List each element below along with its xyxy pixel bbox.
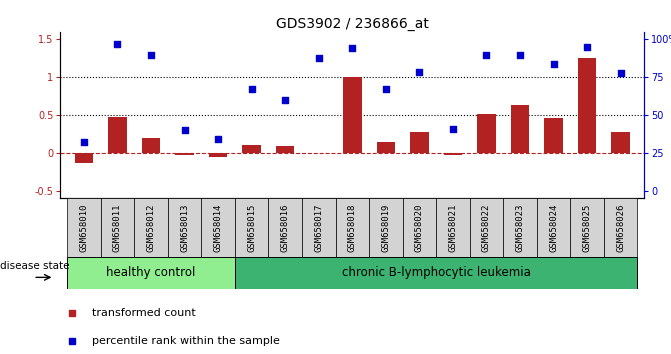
- Bar: [74, 153, 93, 163]
- Point: [313, 56, 324, 61]
- Text: percentile rank within the sample: percentile rank within the sample: [93, 336, 280, 346]
- Text: GSM658010: GSM658010: [79, 203, 89, 252]
- Text: GSM658015: GSM658015: [247, 203, 256, 252]
- Bar: [410, 132, 429, 153]
- Bar: [175, 153, 194, 155]
- Text: GSM658013: GSM658013: [180, 203, 189, 252]
- Point: [481, 52, 492, 57]
- Text: GSM658025: GSM658025: [582, 203, 592, 252]
- Point: [179, 127, 190, 133]
- FancyBboxPatch shape: [604, 198, 637, 257]
- Point: [347, 46, 358, 51]
- Point: [79, 139, 89, 145]
- Point: [548, 62, 559, 67]
- Text: GSM658024: GSM658024: [549, 203, 558, 252]
- Text: GSM658023: GSM658023: [515, 203, 525, 252]
- Text: GSM658020: GSM658020: [415, 203, 424, 252]
- Bar: [209, 153, 227, 156]
- Point: [515, 52, 525, 57]
- Point: [280, 97, 291, 103]
- Text: GSM658012: GSM658012: [146, 203, 156, 252]
- Bar: [343, 77, 362, 153]
- FancyBboxPatch shape: [67, 257, 235, 289]
- Bar: [544, 118, 563, 153]
- Point: [448, 126, 458, 131]
- Text: GSM658021: GSM658021: [448, 203, 458, 252]
- Bar: [276, 146, 295, 153]
- Point: [582, 44, 592, 50]
- FancyBboxPatch shape: [67, 198, 101, 257]
- FancyBboxPatch shape: [101, 198, 134, 257]
- Text: GSM658019: GSM658019: [381, 203, 391, 252]
- FancyBboxPatch shape: [268, 198, 302, 257]
- FancyBboxPatch shape: [570, 198, 604, 257]
- Bar: [611, 132, 630, 153]
- Bar: [477, 114, 496, 153]
- Point: [112, 41, 123, 47]
- FancyBboxPatch shape: [168, 198, 201, 257]
- Text: GSM658022: GSM658022: [482, 203, 491, 252]
- Text: GSM658016: GSM658016: [280, 203, 290, 252]
- Point: [146, 52, 156, 57]
- Point: [246, 86, 257, 92]
- Bar: [578, 58, 597, 153]
- Bar: [511, 105, 529, 153]
- Point: [380, 86, 391, 92]
- FancyBboxPatch shape: [235, 198, 268, 257]
- Text: GSM658014: GSM658014: [213, 203, 223, 252]
- FancyBboxPatch shape: [235, 257, 637, 289]
- Text: GSM658011: GSM658011: [113, 203, 122, 252]
- Point: [414, 69, 425, 75]
- Text: disease state: disease state: [0, 261, 70, 270]
- Text: transformed count: transformed count: [93, 308, 196, 318]
- FancyBboxPatch shape: [201, 198, 235, 257]
- Bar: [444, 153, 462, 155]
- FancyBboxPatch shape: [470, 198, 503, 257]
- FancyBboxPatch shape: [403, 198, 436, 257]
- Bar: [142, 138, 160, 153]
- Text: GSM658018: GSM658018: [348, 203, 357, 252]
- FancyBboxPatch shape: [336, 198, 369, 257]
- FancyBboxPatch shape: [134, 198, 168, 257]
- FancyBboxPatch shape: [302, 198, 336, 257]
- Bar: [108, 116, 127, 153]
- Text: GSM658017: GSM658017: [314, 203, 323, 252]
- Bar: [376, 142, 395, 153]
- Text: chronic B-lymphocytic leukemia: chronic B-lymphocytic leukemia: [342, 266, 531, 279]
- FancyBboxPatch shape: [369, 198, 403, 257]
- Text: healthy control: healthy control: [106, 266, 196, 279]
- FancyBboxPatch shape: [503, 198, 537, 257]
- FancyBboxPatch shape: [436, 198, 470, 257]
- Title: GDS3902 / 236866_at: GDS3902 / 236866_at: [276, 17, 429, 31]
- Point: [615, 70, 626, 75]
- FancyBboxPatch shape: [537, 198, 570, 257]
- Text: GSM658026: GSM658026: [616, 203, 625, 252]
- Point: [213, 136, 223, 142]
- Bar: [242, 144, 261, 153]
